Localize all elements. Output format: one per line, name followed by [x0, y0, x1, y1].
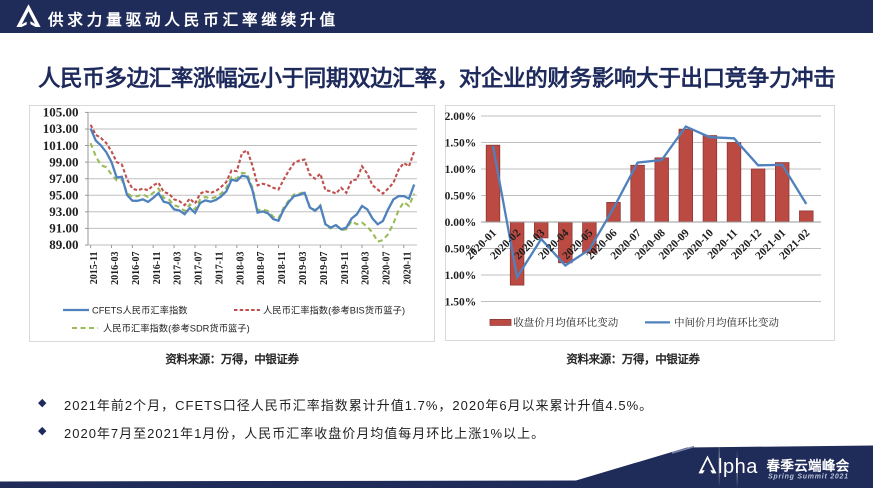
svg-text:人民币汇率指数(参考SDR货币篮子): 人民币汇率指数(参考SDR货币篮子) — [103, 323, 250, 334]
svg-text:97.00: 97.00 — [49, 171, 78, 186]
svg-text:2016-11: 2016-11 — [152, 252, 163, 285]
svg-text:1.00%: 1.00% — [445, 164, 476, 176]
svg-text:收盘价月均值环比变动: 收盘价月均值环比变动 — [513, 317, 618, 329]
svg-text:2018-03: 2018-03 — [235, 252, 246, 285]
svg-text:2017-07: 2017-07 — [194, 252, 205, 285]
svg-text:2019-03: 2019-03 — [298, 252, 309, 285]
svg-text:2017-11: 2017-11 — [215, 252, 226, 285]
svg-text:1.50%: 1.50% — [445, 137, 476, 149]
svg-text:2019-07: 2019-07 — [319, 252, 330, 285]
svg-text:93.00: 93.00 — [49, 204, 78, 219]
svg-text:2.00%: 2.00% — [445, 111, 476, 123]
svg-text:91.00: 91.00 — [49, 221, 78, 236]
svg-text:0.00%: 0.00% — [445, 217, 476, 229]
svg-text:2020-07: 2020-07 — [382, 252, 393, 285]
svg-text:89.00: 89.00 — [49, 237, 78, 252]
svg-text:-0.50%: -0.50% — [445, 243, 476, 255]
svg-text:-1.50%: -1.50% — [445, 296, 476, 308]
svg-text:CFETS人民币汇率指数: CFETS人民币汇率指数 — [92, 305, 188, 316]
svg-text:101.00: 101.00 — [43, 138, 79, 153]
svg-text:人民币汇率指数(参考BIS货币篮子): 人民币汇率指数(参考BIS货币篮子) — [263, 305, 405, 316]
svg-text:2017-03: 2017-03 — [173, 252, 184, 285]
svg-text:2020-03: 2020-03 — [361, 252, 372, 285]
svg-text:lpha: lpha — [718, 456, 758, 478]
svg-text:2020-11: 2020-11 — [402, 252, 413, 285]
svg-text:Spring Summit 2021: Spring Summit 2021 — [768, 474, 849, 481]
svg-text:2015-11: 2015-11 — [89, 252, 100, 285]
svg-text:2018-11: 2018-11 — [277, 252, 288, 285]
svg-text:2018-07: 2018-07 — [256, 252, 267, 285]
svg-text:99.00: 99.00 — [49, 154, 78, 169]
svg-text:0.50%: 0.50% — [445, 190, 476, 202]
svg-text:春季云端峰会: 春季云端峰会 — [766, 457, 850, 473]
svg-text:2016-07: 2016-07 — [131, 252, 142, 285]
svg-text:2019-11: 2019-11 — [340, 252, 351, 285]
svg-text:2016-03: 2016-03 — [110, 252, 121, 285]
svg-text:95.00: 95.00 — [49, 188, 78, 203]
svg-text:105.00: 105.00 — [43, 105, 79, 120]
svg-text:-1.00%: -1.00% — [445, 270, 476, 282]
svg-text:103.00: 103.00 — [43, 121, 79, 136]
svg-text:中间价月均值环比变动: 中间价月均值环比变动 — [674, 317, 779, 329]
